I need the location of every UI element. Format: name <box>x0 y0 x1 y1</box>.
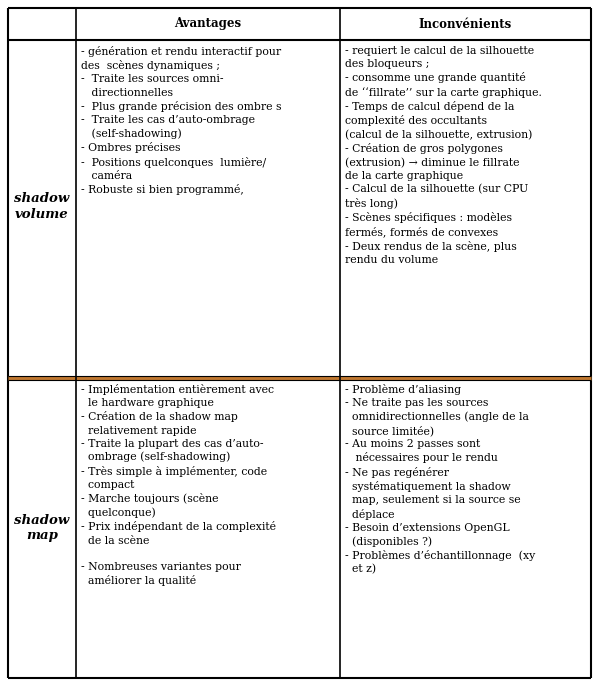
Text: - Problème d’aliasing
- Ne traite pas les sources
  omnidirectionnelles (angle d: - Problème d’aliasing - Ne traite pas le… <box>345 384 536 574</box>
Text: - Implémentation entièrement avec
  le hardware graphique
- Création de la shado: - Implémentation entièrement avec le har… <box>81 384 276 586</box>
Text: shadow
map: shadow map <box>14 514 70 543</box>
Text: - génération et rendu interactif pour
des  scènes dynamiques ;
-  Traite les sou: - génération et rendu interactif pour de… <box>81 46 282 195</box>
Text: Inconvénients: Inconvénients <box>419 18 512 30</box>
Text: Avantages: Avantages <box>174 18 242 30</box>
Text: - requiert le calcul de la silhouette
des bloqueurs ;
- consomme une grande quan: - requiert le calcul de la silhouette de… <box>345 46 542 265</box>
Text: shadow
volume: shadow volume <box>14 193 70 222</box>
